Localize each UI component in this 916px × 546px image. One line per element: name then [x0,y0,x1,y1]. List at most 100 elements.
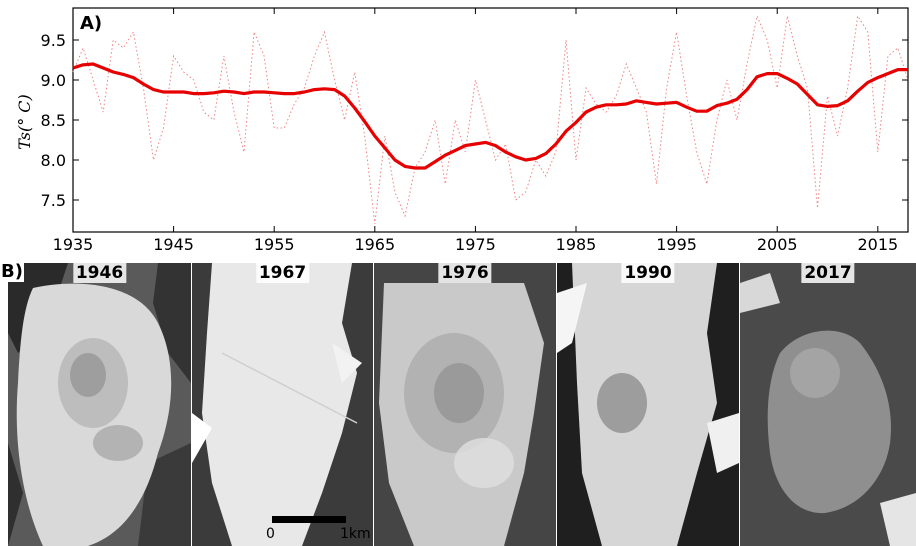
annual-data-point [555,151,556,152]
smoothed-data-point [253,91,254,92]
annual-data-point [284,127,285,128]
annual-data-point [294,103,295,104]
panel-a-label: A) [80,13,102,34]
smoothed-data-point [173,91,174,92]
annual-data-point [585,87,586,88]
smoothed-data-point [82,64,83,65]
annual-data-point [475,79,476,80]
smoothed-data-point [525,159,526,160]
y-tick-label: 9.5 [41,31,66,50]
annual-data-point [525,191,526,192]
photo-strip: 1946 1967 1976 1990 [8,263,916,546]
annual-data-point [183,71,184,72]
y-axis: 7.5 8.0 8.5 9.0 9.5 [41,31,908,210]
x-tick-label: 1935 [53,235,94,254]
annual-data-point [233,111,234,112]
smoothed-data-point [163,91,164,92]
annual-data-point [223,55,224,56]
annual-data-point [485,119,486,120]
smoothed-data-point [686,107,687,108]
annual-data-point [264,55,265,56]
annual-data-point [907,79,908,80]
smoothed-data-point [676,102,677,103]
smoothed-data-point [535,158,536,159]
y-tick-label: 8.0 [41,151,66,170]
year-label-1946: 1946 [72,263,127,283]
annual-data-point [193,79,194,80]
smoothed-data-point [264,91,265,92]
annual-data-point [153,159,154,160]
scale-label-end: 1km [340,526,371,542]
smoothed-data-point [143,83,144,84]
annual-data-point [575,159,576,160]
smoothed-data-point [334,89,335,90]
smoothed-data-point [284,93,285,94]
x-tick-label: 2015 [857,235,898,254]
smoothed-data-point [485,142,486,143]
smoothed-data-point [656,103,657,104]
panel-a-chart: 7.5 8.0 8.5 9.0 9.5 1935 1945 1955 1965 1975 1985… [15,7,909,254]
smoothed-data-point [797,83,798,84]
smoothed-data-point [425,167,426,168]
annual-data-point [374,223,375,224]
annual-data-point [304,87,305,88]
smoothed-data-point [897,69,898,70]
smoothed-data-point [716,105,717,106]
smoothed-data-point [515,156,516,157]
smoothed-data-point [767,73,768,74]
annual-data-point [706,183,707,184]
annual-data-point [93,79,94,80]
smoothed-data-point [294,93,295,94]
annual-data-point [887,55,888,56]
annual-data-point [354,71,355,72]
photo-1967: 1967 [192,263,373,546]
smoothed-data-point [877,77,878,78]
y-axis-label: Ts(° C) [15,94,34,150]
smoothed-data-point [545,153,546,154]
year-label-2017: 2017 [801,263,855,283]
x-tick-label: 1965 [354,235,395,254]
annual-data-point [827,95,828,96]
annual-data-point [857,15,858,16]
smoothed-data-point [123,74,124,75]
annual-data-point [777,87,778,88]
annual-data-point [736,119,737,120]
annual-data-point [767,39,768,40]
annual-data-point [676,31,677,32]
photo-1990: 1990 [557,263,739,546]
annual-data-point [425,151,426,152]
smoothed-data-point [726,103,727,104]
annual-data-point [143,87,144,88]
smoothed-data-point [304,91,305,92]
annual-data-point [716,119,717,120]
annual-data-point [213,119,214,120]
smoothed-data-point [636,100,637,101]
annual-data-point [133,31,134,32]
smoothed-data-point [746,89,747,90]
annual-data-point [746,63,747,64]
smoothed-data-point [93,63,94,64]
smoothed-data-point [445,155,446,156]
smoothed-data-point [696,111,697,112]
annual-data-point [656,183,657,184]
smoothed-data-point [787,78,788,79]
smoothed-data-point [867,82,868,83]
annual-data-point [807,87,808,88]
smoothed-data-point [606,104,607,105]
annual-data-point [515,199,516,200]
annual-data-point [606,111,607,112]
series-smoothed-temperature-line [72,62,908,170]
smoothed-data-point [133,77,134,78]
annual-data-point [82,47,83,48]
annual-data-point [726,79,727,80]
x-tick-label: 2005 [757,235,798,254]
smoothed-data-point [324,88,325,89]
year-label-1967: 1967 [255,263,310,283]
annual-data-point [596,103,597,104]
y-tick-label: 8.5 [41,111,66,130]
annual-data-point [243,151,244,152]
smoothed-data-point [213,92,214,93]
smoothed-data-point [354,107,355,108]
year-label-1990: 1990 [621,263,675,283]
annual-data-point [72,71,73,72]
